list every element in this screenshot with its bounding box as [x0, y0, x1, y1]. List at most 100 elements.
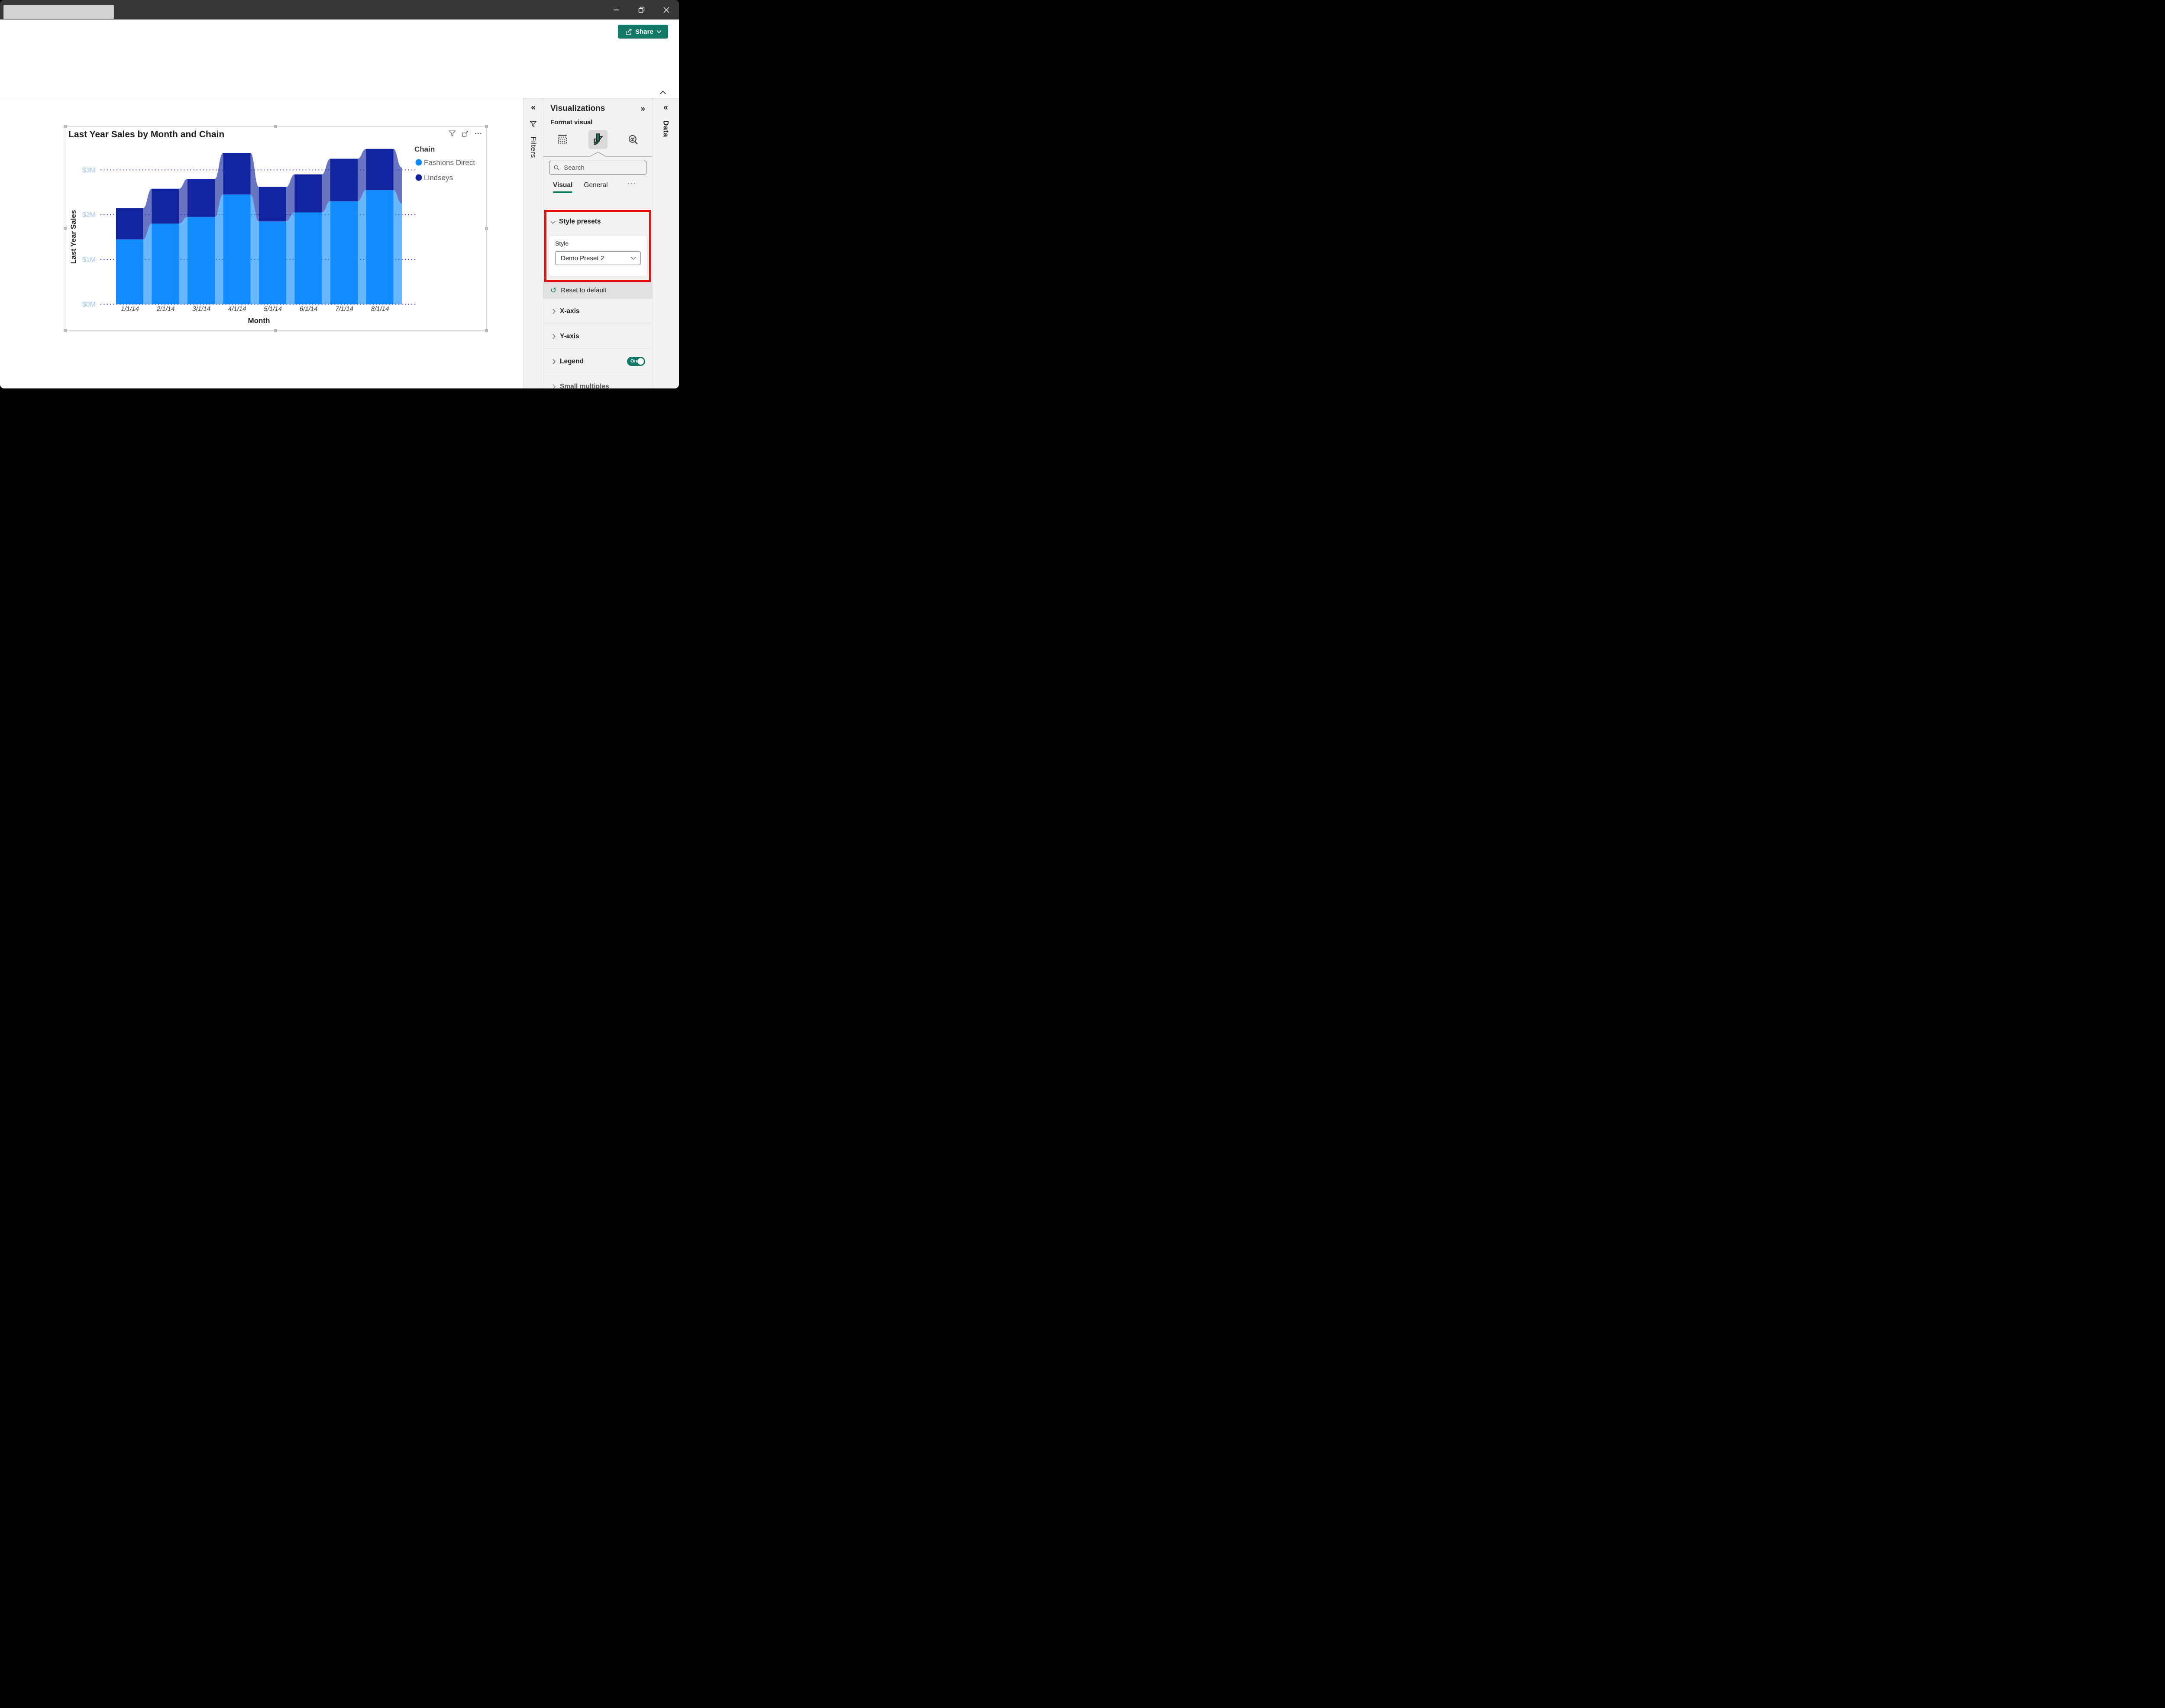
report-canvas[interactable]: $0M $1M $2M $3M 1/1/14 2/1/14 3/1/14 4/1/14 5/1/…: [0, 98, 523, 388]
y-axis-title: Last Year Sales: [69, 210, 78, 264]
selected-tab-caret: [543, 152, 653, 157]
format-visual-icon[interactable]: [588, 130, 607, 149]
x-tick-label: 6/1/14: [299, 305, 318, 313]
style-presets-label: Style presets: [559, 218, 601, 225]
resize-handle[interactable]: [274, 329, 277, 332]
build-visual-icon[interactable]: [553, 130, 572, 149]
minimize-button[interactable]: [604, 0, 629, 19]
resize-handle[interactable]: [274, 125, 277, 128]
search-input[interactable]: [563, 163, 642, 172]
expand-data-icon[interactable]: «: [663, 103, 668, 112]
style-presets-card: Style Demo Preset 2: [549, 236, 647, 276]
minimize-icon: [614, 9, 619, 10]
legend-marker[interactable]: [415, 174, 422, 181]
analytics-icon[interactable]: [624, 130, 643, 149]
chart-visual[interactable]: $0M $1M $2M $3M 1/1/14 2/1/14 3/1/14 4/1/14 5/1/…: [64, 125, 488, 332]
lindseys-transition: [250, 153, 259, 222]
focus-mode-icon[interactable]: [462, 130, 469, 137]
format-tabs: Visual General ···: [553, 180, 652, 193]
lindseys-transition: [322, 159, 330, 213]
lindseys-transition: [143, 188, 152, 239]
lindseys-transition: [286, 174, 295, 222]
share-button-label: Share: [635, 28, 653, 36]
close-icon: [663, 6, 669, 13]
resize-handle[interactable]: [64, 125, 67, 128]
fashions-direct-transition: [358, 190, 366, 304]
reset-to-default-label: Reset to default: [561, 286, 607, 294]
legend-marker[interactable]: [415, 159, 422, 166]
chart-title-text: Last Year Sales by Month and Chain: [68, 129, 224, 139]
expand-filters-icon[interactable]: «: [531, 103, 536, 112]
section-legend[interactable]: Legend On: [543, 349, 652, 374]
visual-header-toolbar: [449, 130, 482, 137]
filter-icon[interactable]: [449, 130, 456, 137]
share-icon: [626, 29, 632, 35]
search-icon: [554, 165, 559, 170]
lindseys-area-segment: [366, 149, 394, 190]
maximize-restore-button[interactable]: [629, 0, 654, 19]
reset-to-default-button[interactable]: ↺ Reset to default: [543, 281, 652, 299]
filters-pane-collapsed: « Filters: [523, 98, 543, 388]
lindseys-transition: [179, 178, 187, 224]
format-visual-subtitle: Format visual: [550, 119, 593, 126]
share-button[interactable]: Share: [618, 25, 668, 39]
resize-handle[interactable]: [64, 227, 67, 230]
lindseys-area-segment: [294, 174, 322, 213]
lindseys-area-segment: [116, 208, 143, 239]
chevron-down-icon: [550, 218, 556, 224]
resize-handle[interactable]: [485, 125, 488, 128]
resize-handle[interactable]: [485, 227, 488, 230]
fashions-direct-transition: [215, 194, 223, 304]
fashions-direct-transition: [393, 190, 402, 304]
lindseys-area-segment: [223, 153, 251, 195]
lindseys-area-segment: [187, 178, 215, 217]
legend-item-label[interactable]: Lindseys: [424, 174, 453, 182]
ribbon-area: Share: [0, 19, 679, 98]
tab-visual[interactable]: Visual: [553, 181, 573, 193]
window-controls: [604, 0, 679, 19]
style-preset-selected-value: Demo Preset 2: [561, 254, 604, 262]
visualizations-pane-title: Visualizations: [550, 104, 605, 113]
toggle-on-label: On: [630, 359, 637, 364]
restore-icon: [638, 6, 644, 13]
collapse-visualizations-icon[interactable]: »: [640, 104, 645, 113]
resize-handle[interactable]: [485, 329, 488, 332]
fashions-direct-transition: [143, 223, 152, 304]
close-button[interactable]: [654, 0, 679, 19]
section-small-multiples[interactable]: Small multiples: [543, 374, 652, 388]
legend-on-toggle[interactable]: On: [627, 357, 645, 366]
style-preset-dropdown[interactable]: Demo Preset 2: [555, 251, 641, 265]
legend-title: Chain: [414, 145, 435, 153]
fashions-direct-area-segment: [116, 239, 143, 304]
fashions-direct-transition: [322, 201, 330, 304]
legend-item-label[interactable]: Fashions Direct: [424, 159, 475, 167]
format-sections-list: X-axis Y-axis Legend On Small multip: [543, 299, 652, 388]
collapse-ribbon-button[interactable]: [659, 89, 667, 95]
style-presets-section-header[interactable]: Style presets: [550, 218, 601, 226]
data-pane-label[interactable]: Data: [662, 120, 670, 137]
format-search-box[interactable]: [549, 161, 646, 175]
filters-pane-label[interactable]: Filters: [529, 136, 538, 158]
x-tick-label: 2/1/14: [156, 305, 175, 313]
tabs-more-options-icon[interactable]: ···: [627, 180, 637, 187]
chevron-right-icon: [550, 359, 556, 364]
fashions-direct-transition: [179, 217, 187, 304]
more-options-icon[interactable]: [475, 130, 482, 137]
lindseys-transition: [358, 149, 366, 201]
main-area: $0M $1M $2M $3M 1/1/14 2/1/14 3/1/14 4/1/14 5/1/…: [0, 98, 679, 388]
chevron-right-icon: [550, 384, 556, 388]
resize-handle[interactable]: [64, 329, 67, 332]
fashions-direct-transition: [286, 212, 295, 304]
chevron-down-icon: [631, 255, 636, 260]
section-x-axis[interactable]: X-axis: [543, 299, 652, 324]
tab-general[interactable]: General: [584, 181, 608, 189]
toggle-knob: [637, 358, 644, 365]
sales-area-chart: $0M $1M $2M $3M 1/1/14 2/1/14 3/1/14 4/1/14 5/1/…: [68, 129, 475, 325]
fashions-direct-area-segment: [330, 201, 358, 304]
section-y-axis[interactable]: Y-axis: [543, 324, 652, 349]
filter-icon: [530, 121, 537, 127]
chevron-down-icon: [656, 30, 662, 33]
x-tick-label: 5/1/14: [263, 305, 283, 313]
titlebar-blank-placeholder: [3, 5, 114, 19]
format-pane-icon-tabs: [543, 129, 652, 150]
